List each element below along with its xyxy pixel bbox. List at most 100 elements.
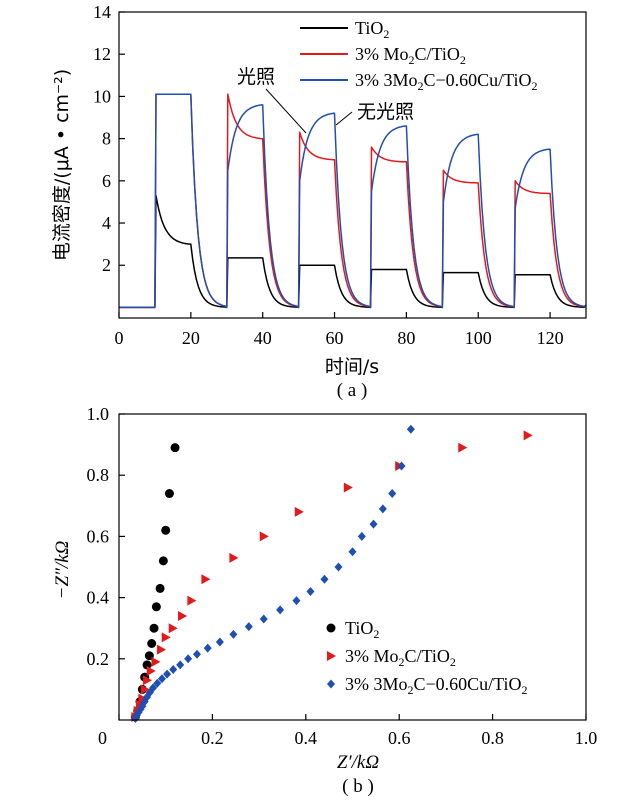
- panel-b-point-mo2c: [187, 595, 197, 606]
- panel-a-series-line-tio2: [119, 194, 587, 309]
- panel-a-xtick-label: 100: [465, 328, 492, 348]
- panel-b-point-cu: [169, 665, 178, 675]
- panel-b-legend-marker-cu: [327, 679, 335, 689]
- panel-b-point-cu: [149, 683, 158, 693]
- panel-a-legend-label-cu-sub2: 2: [532, 79, 538, 93]
- panel-b-xtick-label: 0.6: [388, 728, 411, 748]
- panel-b-legend-label-cu-sub2: 2: [522, 683, 528, 697]
- panel-b-point-cu: [334, 562, 343, 572]
- panel-b-point-mo2c: [168, 623, 178, 634]
- panel-b-series-layer: [130, 424, 533, 723]
- panel-b-legend-label-mo2c-sub2: 2: [450, 655, 456, 669]
- panel-a-series-line-cu: [119, 93, 587, 309]
- panel-b-legend-label-cu-rest: C−0.60Cu/TiO: [414, 674, 522, 694]
- panel-a-ytick-label: 14: [93, 2, 111, 22]
- panel-b-point-mo2c: [523, 430, 533, 441]
- panel-b-point-mo2c: [458, 442, 468, 453]
- panel-b-xtick-label: 1.0: [575, 728, 598, 748]
- panel-b-point-tio2: [158, 556, 168, 566]
- panel-a-legend-label-mo2c-base: 3% Mo: [355, 44, 409, 64]
- panel-b-xtick-label: 0.2: [201, 728, 224, 748]
- panel-b-point-cu: [215, 637, 224, 647]
- panel-b-point-tio2: [170, 443, 180, 453]
- panel-a-ytick-label: 12: [93, 44, 111, 64]
- panel-b-point-mo2c: [143, 675, 153, 686]
- panel-b-point-tio2: [161, 525, 171, 535]
- panel-a-ytick-label: 2: [102, 255, 111, 275]
- panel-b-frame: [118, 413, 587, 721]
- panel-b-point-mo2c: [151, 656, 161, 667]
- panel-a-ytick-label: 8: [102, 129, 111, 149]
- panel-b-legend-label-cu: 3% 3Mo2C−0.60Cu/TiO2: [345, 674, 528, 697]
- panel-b-ytick-label: 0.2: [87, 649, 110, 669]
- panel-b-point-tio2: [151, 602, 161, 612]
- panel-b-legend-label-tio2-sub: 2: [373, 627, 379, 641]
- panel-b-point-cu: [184, 654, 193, 664]
- panel-b-point-cu: [397, 461, 406, 471]
- panel-b-point-mo2c: [229, 552, 239, 563]
- panel-a-axes: 0 20 40 60 80 100 120 2 4 6 8 10 12 14: [93, 2, 587, 348]
- panel-b-ytick-label: 1.0: [87, 404, 110, 424]
- panel-a-xtick-label: 20: [182, 328, 200, 348]
- panel-b-axes: 0.2 0.4 0.6 0.8 1.0 0.2 0.4 0.6 0.8 1.0 0: [87, 404, 598, 748]
- panel-b-point-cu: [157, 674, 166, 684]
- panel-b-point-cu: [357, 531, 366, 541]
- panel-a-series-layer: [119, 93, 587, 309]
- panel-b-point-tio2: [142, 660, 152, 670]
- panel-a-legend-label-cu-base: 3% 3Mo: [355, 70, 418, 90]
- panel-b-point-cu: [163, 669, 172, 679]
- panel-a-legend-label-tio2-sub: 2: [383, 27, 389, 41]
- panel-a-ytick-label: 10: [93, 86, 111, 106]
- panel-a-xtick-label: 40: [254, 328, 272, 348]
- panel-a-xtick-label: 80: [397, 328, 415, 348]
- panel-a-legend-label-cu: 3% 3Mo2C−0.60Cu/TiO2: [355, 70, 538, 93]
- panel-b-point-cu: [320, 574, 329, 584]
- panel-b-legend-marker-mo2c: [327, 651, 336, 661]
- panel-b-point-mo2c: [140, 684, 150, 695]
- panel-b-origin-label: 0: [98, 728, 107, 748]
- panel-a-annotation-light-off: 无光照: [357, 101, 414, 123]
- panel-b-point-mo2c: [201, 574, 211, 585]
- panel-b-ytick-label: 0.6: [87, 526, 110, 546]
- panel-b-point-mo2c: [343, 482, 353, 493]
- panel-b-legend-marker-tio2: [326, 623, 336, 633]
- panel-a-ytick-label: 6: [102, 171, 111, 191]
- panel-b-point-mo2c: [157, 644, 167, 655]
- panel-b-point-mo2c: [178, 610, 188, 621]
- panel-b-point-cu: [348, 547, 357, 557]
- panel-b-label: ( b ): [342, 776, 374, 797]
- panel-a-legend-label-mo2c-rest: C/TiO: [415, 44, 460, 64]
- panel-b-point-tio2: [147, 639, 157, 648]
- panel-b-point-mo2c: [138, 693, 148, 704]
- panel-b-point-cu: [369, 519, 378, 529]
- panel-b-point-cu: [176, 660, 185, 670]
- panel-a-annotation-leader-light-on: [265, 88, 307, 134]
- panel-b-point-mo2c: [259, 531, 269, 542]
- panel-a-xtick-label: 120: [537, 328, 564, 348]
- panel-a-xtick-label: 0: [115, 328, 124, 348]
- panel-b-point-cu: [306, 586, 315, 596]
- panel-b-point-mo2c: [294, 506, 304, 517]
- panel-a-legend-label-cu-rest: C−0.60Cu/TiO: [424, 70, 532, 90]
- panel-b-ytick-label: 0.8: [87, 465, 110, 485]
- panel-b-xlabel: Z′/kΩ: [337, 752, 379, 773]
- panel-a-legend-label-tio2: TiO2: [355, 18, 389, 41]
- panel-b-point-cu: [244, 622, 253, 632]
- panel-b-legend-label-cu-sub: 2: [408, 683, 414, 697]
- panel-b-xtick-label: 0.8: [481, 728, 504, 748]
- panel-b-legend-label-tio2-base: TiO: [345, 618, 373, 638]
- panel-b-point-cu: [292, 596, 301, 606]
- panel-b-point-cu: [153, 678, 162, 688]
- panel-b-point-tio2: [155, 583, 165, 593]
- panel-b-point-tio2: [149, 623, 159, 633]
- panel-a-label: ( a ): [337, 380, 368, 401]
- panel-a-legend-label-mo2c-sub2: 2: [460, 53, 466, 67]
- panel-a-ytick-label: 4: [102, 213, 111, 233]
- panel-a-xtick-label: 60: [326, 328, 344, 348]
- panel-a-frame: [118, 11, 587, 319]
- panel-a-legend-label-tio2-base: TiO: [355, 18, 383, 38]
